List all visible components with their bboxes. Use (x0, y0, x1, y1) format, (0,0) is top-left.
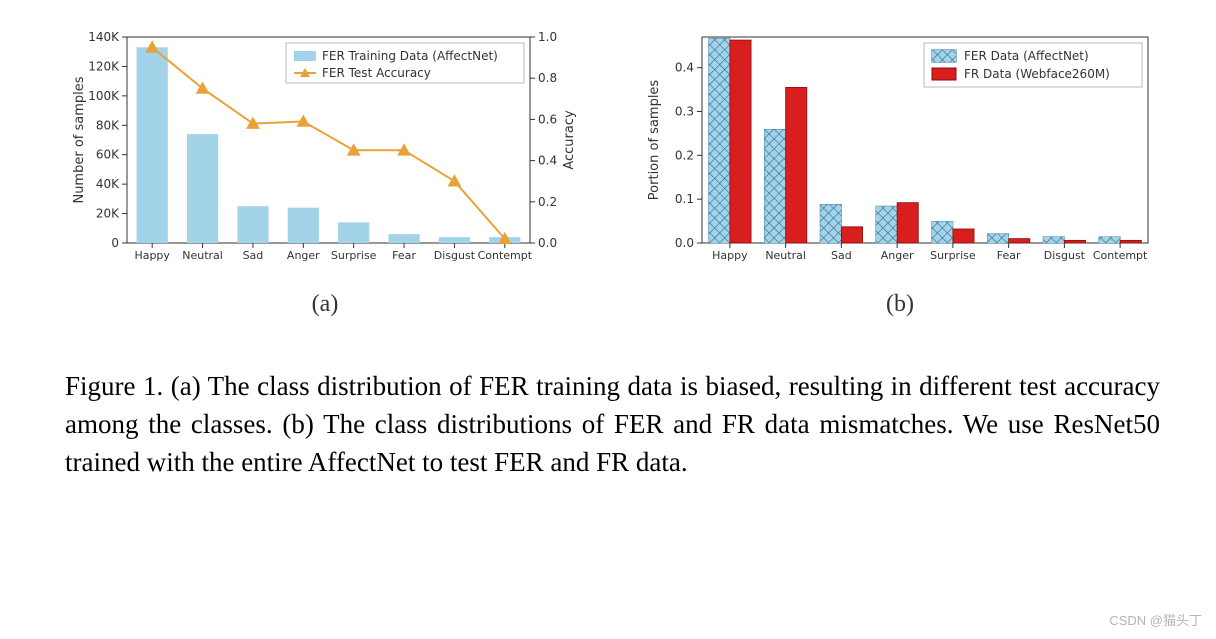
svg-text:Contempt: Contempt (478, 249, 533, 262)
figure-panels: 0 20K 40K 60K 80K 100K 120K 140K 0.0 0.2 0.4 0.6 0.8… (65, 25, 1160, 318)
svg-text:0.4: 0.4 (538, 154, 557, 168)
svg-text:0.6: 0.6 (538, 112, 557, 126)
panel-a: 0 20K 40K 60K 80K 100K 120K 140K 0.0 0.2 0.4 0.6 0.8… (65, 25, 585, 318)
svg-text:40K: 40K (96, 177, 120, 191)
svg-text:Disgust: Disgust (434, 249, 476, 262)
svg-text:0.1: 0.1 (675, 192, 694, 206)
svg-text:Surprise: Surprise (331, 249, 377, 262)
chart-a-svg: 0 20K 40K 60K 80K 100K 120K 140K 0.0 0.2 0.4 0.6 0.8… (65, 25, 585, 285)
svg-text:Fear: Fear (997, 249, 1021, 262)
svg-text:Accuracy: Accuracy (562, 110, 577, 170)
svg-text:Neutral: Neutral (765, 249, 806, 262)
svg-text:0.3: 0.3 (675, 105, 694, 119)
svg-text:FR Data (Webface260M): FR Data (Webface260M) (964, 67, 1110, 81)
svg-text:FER Data (AffectNet): FER Data (AffectNet) (964, 49, 1089, 63)
svg-text:Number of samples: Number of samples (72, 76, 87, 203)
svg-text:0.2: 0.2 (538, 195, 557, 209)
panel-b: 0.0 0.1 0.2 0.3 0.4 Portion of samples Happy Ne… (640, 25, 1160, 318)
panel-b-label: (b) (886, 291, 914, 318)
svg-text:1.0: 1.0 (538, 30, 557, 44)
figure-caption: Figure 1. (a) The class distribution of … (65, 368, 1160, 481)
svg-text:60K: 60K (96, 148, 120, 162)
svg-text:Fear: Fear (392, 249, 416, 262)
svg-text:Anger: Anger (287, 249, 320, 262)
svg-text:Portion of samples: Portion of samples (647, 80, 662, 201)
svg-text:100K: 100K (88, 89, 120, 103)
svg-text:Sad: Sad (831, 249, 852, 262)
svg-text:Surprise: Surprise (930, 249, 976, 262)
svg-text:Happy: Happy (134, 249, 170, 262)
svg-text:Neutral: Neutral (182, 249, 223, 262)
svg-text:0.0: 0.0 (538, 236, 557, 250)
svg-text:0.8: 0.8 (538, 71, 557, 85)
svg-text:Sad: Sad (243, 249, 264, 262)
svg-text:140K: 140K (88, 30, 120, 44)
svg-text:Contempt: Contempt (1093, 249, 1148, 262)
svg-text:Happy: Happy (712, 249, 748, 262)
svg-text:FER Training Data (AffectNet): FER Training Data (AffectNet) (322, 49, 498, 63)
svg-text:Anger: Anger (881, 249, 914, 262)
panel-a-label: (a) (312, 291, 339, 318)
svg-text:FER Test Accuracy: FER Test Accuracy (322, 66, 431, 80)
svg-text:0.0: 0.0 (675, 236, 694, 250)
svg-text:0: 0 (111, 236, 119, 250)
svg-text:120K: 120K (88, 59, 120, 73)
svg-text:Disgust: Disgust (1044, 249, 1086, 262)
chart-b-svg: 0.0 0.1 0.2 0.3 0.4 Portion of samples Happy Ne… (640, 25, 1160, 285)
svg-text:0.2: 0.2 (675, 148, 694, 162)
svg-text:80K: 80K (96, 118, 120, 132)
svg-text:0.4: 0.4 (675, 61, 694, 75)
svg-text:20K: 20K (96, 207, 120, 221)
watermark: CSDN @猫头丁 (1109, 610, 1202, 629)
figure-1: 0 20K 40K 60K 80K 100K 120K 140K 0.0 0.2 0.4 0.6 0.8… (65, 25, 1160, 481)
